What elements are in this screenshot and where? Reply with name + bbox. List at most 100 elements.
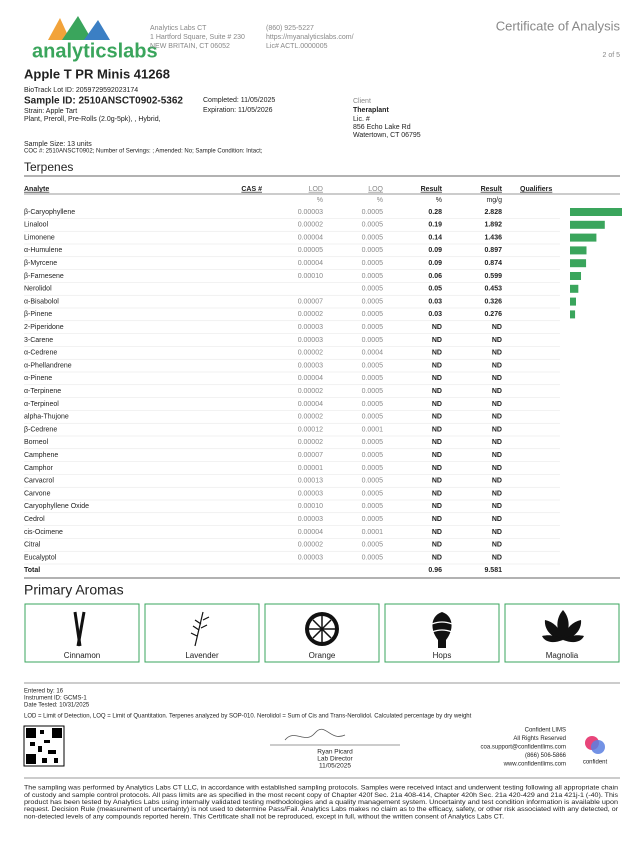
lod: 0.00003: [298, 516, 323, 523]
section-title: Primary Aromas: [24, 582, 124, 598]
aroma-label: Cinnamon: [64, 651, 100, 660]
aroma-card: [144, 603, 260, 663]
loq: 0.0004: [362, 350, 384, 357]
lod: 0.00002: [298, 542, 323, 549]
loq: 0.0005: [362, 222, 384, 229]
result-bar: [570, 310, 576, 319]
loq: 0.0005: [362, 554, 384, 561]
loq: 0.0005: [362, 388, 384, 395]
signature: [284, 728, 346, 741]
analyte: α-Humulene: [24, 247, 62, 254]
result-percent: ND: [432, 414, 442, 421]
lod: 0.00010: [298, 273, 323, 280]
analyte: Linalool: [24, 222, 49, 229]
total-percent: 0.96: [428, 567, 442, 574]
lod: 0.00004: [298, 529, 323, 536]
result-mg: ND: [492, 554, 502, 561]
lod: 0.00013: [298, 478, 323, 485]
license: Lic# ACTL.0000005: [266, 43, 328, 50]
doc-title: Certificate of Analysis: [496, 18, 621, 33]
loq: 0.0001: [362, 426, 384, 433]
result-percent: ND: [432, 401, 442, 408]
result-mg: ND: [492, 401, 502, 408]
result-bar: [570, 233, 597, 242]
result-mg: 2.828: [484, 209, 502, 216]
disclaimer: The sampling was performed by Analytics …: [24, 786, 618, 792]
analyte: Eucalyptol: [24, 554, 57, 561]
section-title: Terpenes: [24, 160, 73, 174]
analyte: α-Bisabolol: [24, 298, 59, 305]
analyte: Camphene: [24, 452, 58, 459]
result-mg: 0.599: [484, 273, 502, 280]
analyte: α-Pinene: [24, 375, 52, 382]
result-percent: ND: [432, 439, 442, 446]
result-mg: ND: [492, 375, 502, 382]
lod: 0.00010: [298, 503, 323, 510]
result-bar: [570, 208, 622, 216]
loq: 0.0005: [362, 452, 384, 459]
lod: 0.00002: [298, 350, 323, 357]
expiration: Expiration: 11/05/2026: [203, 107, 273, 114]
result-percent: 0.03: [428, 298, 442, 305]
result-mg: ND: [492, 516, 502, 523]
lod: 0.00002: [298, 311, 323, 318]
lod: 0.00002: [298, 388, 323, 395]
lod: 0.00002: [298, 439, 323, 446]
note: LOD = Limit of Detection, LOQ = Limit of…: [24, 714, 472, 720]
product-name: Apple T PR Minis 41268: [24, 66, 170, 81]
analyte: α-Terpinene: [24, 388, 61, 395]
loq: 0.0005: [362, 516, 384, 523]
analyte: Borneol: [24, 439, 49, 446]
result-mg: 1.436: [484, 234, 502, 241]
result-mg: 0.897: [484, 247, 502, 254]
biotrack: BioTrack Lot ID: 2059729592023174: [24, 87, 138, 94]
loq: 0.0005: [362, 465, 384, 472]
loq: 0.0005: [362, 478, 384, 485]
lims-logo-text: confident: [583, 760, 608, 766]
lod: 0.00005: [298, 247, 323, 254]
result-mg: ND: [492, 362, 502, 369]
lod: 0.00002: [298, 222, 323, 229]
result-bar: [570, 220, 605, 229]
total-mg: 9.581: [484, 567, 502, 574]
result-bar: [570, 259, 587, 268]
instrument: Instrument ID: GCMS-1: [24, 696, 87, 702]
loq: 0.0005: [362, 311, 384, 318]
lod: 0.00002: [298, 414, 323, 421]
analyte: α-Phellandrene: [24, 362, 72, 369]
aroma-label: Hops: [433, 651, 452, 660]
aroma-label: Orange: [309, 651, 336, 660]
lims-info: www.confidentlims.com: [503, 762, 566, 768]
lod: 0.00003: [298, 324, 323, 331]
lod: 0.00003: [298, 490, 323, 497]
result-percent: ND: [432, 375, 442, 382]
result-mg: ND: [492, 388, 502, 395]
page-number: 2 of 5: [602, 52, 620, 59]
sample-size: Sample Size: 13 units: [24, 141, 92, 148]
loq: 0.0005: [362, 375, 384, 382]
analyte: β-Caryophyllene: [24, 209, 75, 216]
result-mg: ND: [492, 503, 502, 510]
date-tested: Date Tested: 10/31/2025: [24, 703, 90, 709]
loq: 0.0005: [362, 401, 384, 408]
lod: 0.00001: [298, 465, 323, 472]
client-address: Watertown, CT 06795: [353, 132, 421, 139]
result-bar: [570, 246, 587, 255]
loq: 0.0005: [362, 414, 384, 421]
aroma-card: [264, 603, 380, 663]
confident-logo: [585, 736, 605, 754]
loq: 0.0005: [362, 234, 384, 241]
lod: 0.00003: [298, 554, 323, 561]
strain: Strain: Apple Tart: [24, 108, 77, 115]
result-percent: 0.06: [428, 273, 442, 280]
analyte: Cedrol: [24, 516, 45, 523]
signer: Ryan Picard: [317, 749, 353, 756]
loq: 0.0005: [362, 247, 384, 254]
result-mg: ND: [492, 452, 502, 459]
aroma-icons: [73, 610, 584, 648]
loq: 0.0005: [362, 324, 384, 331]
aroma-card: [504, 603, 620, 663]
lod: 0.00004: [298, 375, 323, 382]
analyte: Carvone: [24, 490, 51, 497]
